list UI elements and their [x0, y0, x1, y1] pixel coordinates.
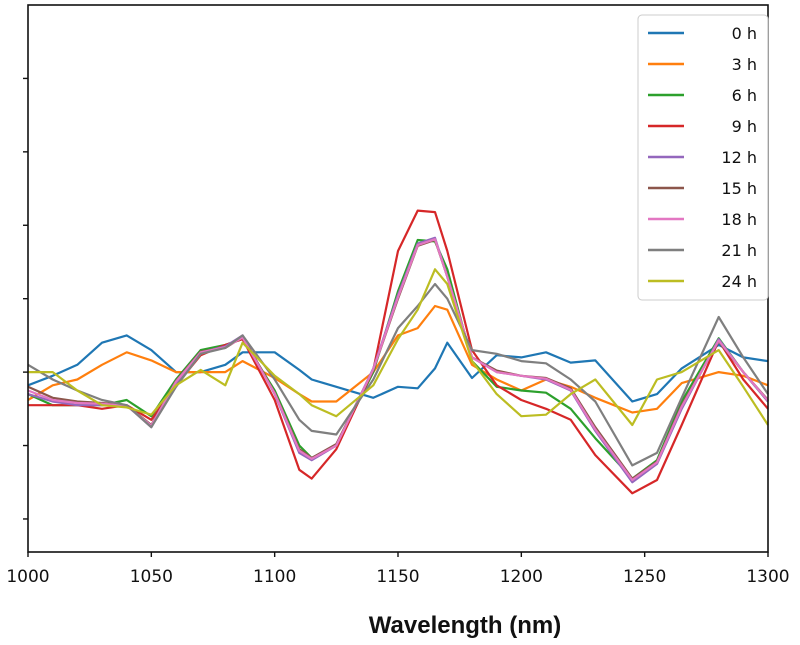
x-tick-label: 1300: [746, 567, 789, 587]
legend-item: 18 h: [648, 210, 757, 229]
legend-item: 9 h: [648, 117, 757, 136]
series-line-24h: [28, 268, 769, 427]
x-tick-label: 1200: [500, 567, 543, 587]
legend-label: 21 h: [721, 241, 757, 260]
legend-item: 6 h: [648, 86, 757, 105]
legend-label: 0 h: [732, 24, 757, 43]
x-tick-label: 1050: [130, 567, 173, 587]
legend-item: 15 h: [648, 179, 757, 198]
series-line-3h: [27, 304, 769, 414]
legend-label: 18 h: [721, 210, 757, 229]
legend-item: 3 h: [648, 55, 757, 74]
legend-label: 15 h: [721, 179, 757, 198]
x-axis-label: Wavelength (nm): [369, 612, 561, 639]
legend-item: 0 h: [648, 24, 757, 43]
legend: 0 h 3 h 6 h 9 h 12 h 15 h 18 h 21 h 24 h: [637, 14, 769, 301]
legend-label: 3 h: [732, 55, 757, 74]
series-layer: [27, 209, 769, 495]
x-tick-label: 1000: [6, 567, 49, 587]
ticks-layer: 1000 1050 1100 1150 1200 1250 1300: [6, 77, 790, 587]
legend-label: 9 h: [732, 117, 757, 136]
series-line-0h: [27, 334, 769, 403]
legend-label: 24 h: [721, 272, 757, 291]
legend-label: 12 h: [721, 148, 757, 167]
x-tick-label: 1250: [623, 567, 666, 587]
x-tick-label: 1150: [376, 567, 419, 587]
legend-item: 21 h: [648, 241, 757, 260]
legend-item: 12 h: [648, 148, 757, 167]
legend-label: 6 h: [732, 86, 757, 105]
legend-item: 24 h: [648, 272, 757, 291]
x-tick-label: 1100: [253, 567, 296, 587]
series-line-21h: [27, 282, 769, 467]
legend-box: [637, 14, 769, 301]
series-line-9h: [28, 209, 769, 495]
